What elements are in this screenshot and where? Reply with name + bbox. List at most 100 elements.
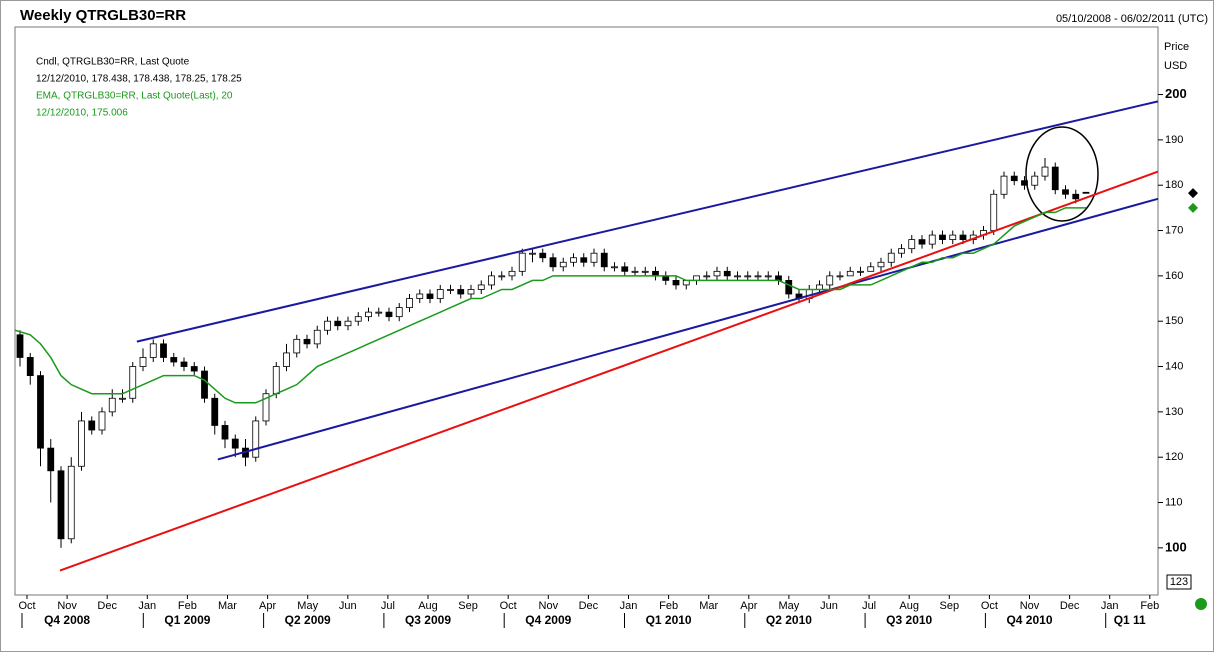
candle-body xyxy=(908,239,916,250)
candle-body xyxy=(190,366,198,372)
y-tick-label: 180 xyxy=(1165,179,1183,191)
candle-body xyxy=(887,252,895,263)
candle-body xyxy=(406,298,413,309)
candle-body xyxy=(949,234,957,241)
month-label: Nov xyxy=(57,600,77,612)
candle-body xyxy=(47,447,55,472)
candle-body xyxy=(313,329,321,345)
legend-text: Cndl, QTRGLB30=RR, Last Quote xyxy=(36,57,190,68)
candle-body xyxy=(180,361,188,367)
candle-body xyxy=(375,311,383,314)
candle-body xyxy=(990,193,998,231)
month-label: May xyxy=(297,600,318,612)
quarter-label: Q1 2010 xyxy=(646,613,692,627)
month-label: Jun xyxy=(820,600,838,612)
candle-body xyxy=(37,375,44,449)
candle-body xyxy=(160,343,167,358)
quarter-label: Q1 11 xyxy=(1114,613,1146,627)
candle-body xyxy=(447,289,454,291)
candle-body xyxy=(723,270,731,277)
quarter-label: Q2 2009 xyxy=(285,613,331,627)
candle-body xyxy=(467,289,475,295)
month-label: Mar xyxy=(699,600,718,612)
y-tick-label: 170 xyxy=(1165,224,1183,236)
y-tick-label: 130 xyxy=(1165,406,1183,418)
candle-body xyxy=(1021,180,1028,186)
candle-body xyxy=(477,284,485,290)
candle-body xyxy=(764,275,772,278)
corner-label: 123 xyxy=(1170,576,1188,588)
candle-body xyxy=(877,261,885,268)
candle-body xyxy=(539,252,547,259)
candle-body xyxy=(1062,189,1069,195)
month-label: Oct xyxy=(18,600,35,612)
candle-body xyxy=(26,357,34,376)
candle-body xyxy=(488,275,495,286)
y-tick-label: 160 xyxy=(1165,270,1183,282)
candle-body xyxy=(108,397,116,413)
month-label: May xyxy=(779,600,800,612)
candle-body xyxy=(67,465,75,540)
candle-body xyxy=(1000,175,1008,195)
candle-body xyxy=(713,270,721,277)
candle-body xyxy=(928,234,936,245)
month-label: Feb xyxy=(1140,600,1159,612)
candle-body xyxy=(631,270,639,273)
candle-body xyxy=(959,234,967,241)
candle-body xyxy=(57,470,65,540)
candle-body xyxy=(570,257,577,263)
quarter-label: Q1 2009 xyxy=(164,613,210,627)
quarter-label: Q4 2010 xyxy=(1006,613,1052,627)
y-tick-label: 200 xyxy=(1165,86,1187,101)
month-label: Aug xyxy=(899,600,919,612)
candle-body xyxy=(1041,166,1049,177)
candle-body xyxy=(744,275,752,278)
candle-body xyxy=(303,338,311,345)
candle-body xyxy=(918,239,926,245)
ema-line xyxy=(14,207,1087,404)
month-label: Feb xyxy=(659,600,678,612)
last-value-marker xyxy=(1188,202,1198,213)
month-label: Nov xyxy=(1020,600,1040,612)
month-label: Dec xyxy=(97,600,117,612)
chart-title: Weekly QTRGLB30=RR xyxy=(20,7,186,24)
month-label: Sep xyxy=(458,600,478,612)
candle-body xyxy=(16,334,24,358)
legend-text: 12/12/2010, 178.438, 178.438, 178.25, 17… xyxy=(36,74,242,85)
trendline xyxy=(59,170,1159,572)
candle-body xyxy=(354,316,362,322)
candle-body xyxy=(621,266,629,272)
legend-text: 12/12/2010, 175.006 xyxy=(36,108,128,119)
corner-box xyxy=(1166,574,1192,590)
candle-body xyxy=(1010,175,1018,182)
month-label: Oct xyxy=(500,600,517,612)
month-label: Dec xyxy=(579,600,599,612)
candle-body xyxy=(898,248,905,254)
month-label: Jun xyxy=(339,600,357,612)
candle-body xyxy=(672,280,680,286)
candle-body xyxy=(88,420,96,431)
candle-body xyxy=(426,293,434,299)
y-tick-label: 120 xyxy=(1165,451,1183,463)
y-tick-label: 140 xyxy=(1165,360,1183,372)
candle-body xyxy=(1031,175,1039,186)
candle-body xyxy=(344,320,352,327)
candle-body xyxy=(221,425,229,440)
candle-body xyxy=(703,275,711,278)
candle-body xyxy=(590,252,598,263)
month-label: Dec xyxy=(1060,600,1080,612)
candle-body xyxy=(518,252,526,272)
month-label: Nov xyxy=(539,600,559,612)
candle-body xyxy=(580,257,588,263)
last-value-marker xyxy=(1188,188,1198,199)
candle-body xyxy=(734,275,741,278)
candle-body xyxy=(262,393,270,422)
month-label: Apr xyxy=(259,600,276,612)
candle-body xyxy=(559,261,567,268)
quarter-label: Q3 2010 xyxy=(886,613,932,627)
candle-body xyxy=(324,320,331,331)
candle-body xyxy=(867,266,875,272)
y-tick-label: 150 xyxy=(1165,315,1183,327)
candle-body xyxy=(252,420,260,458)
